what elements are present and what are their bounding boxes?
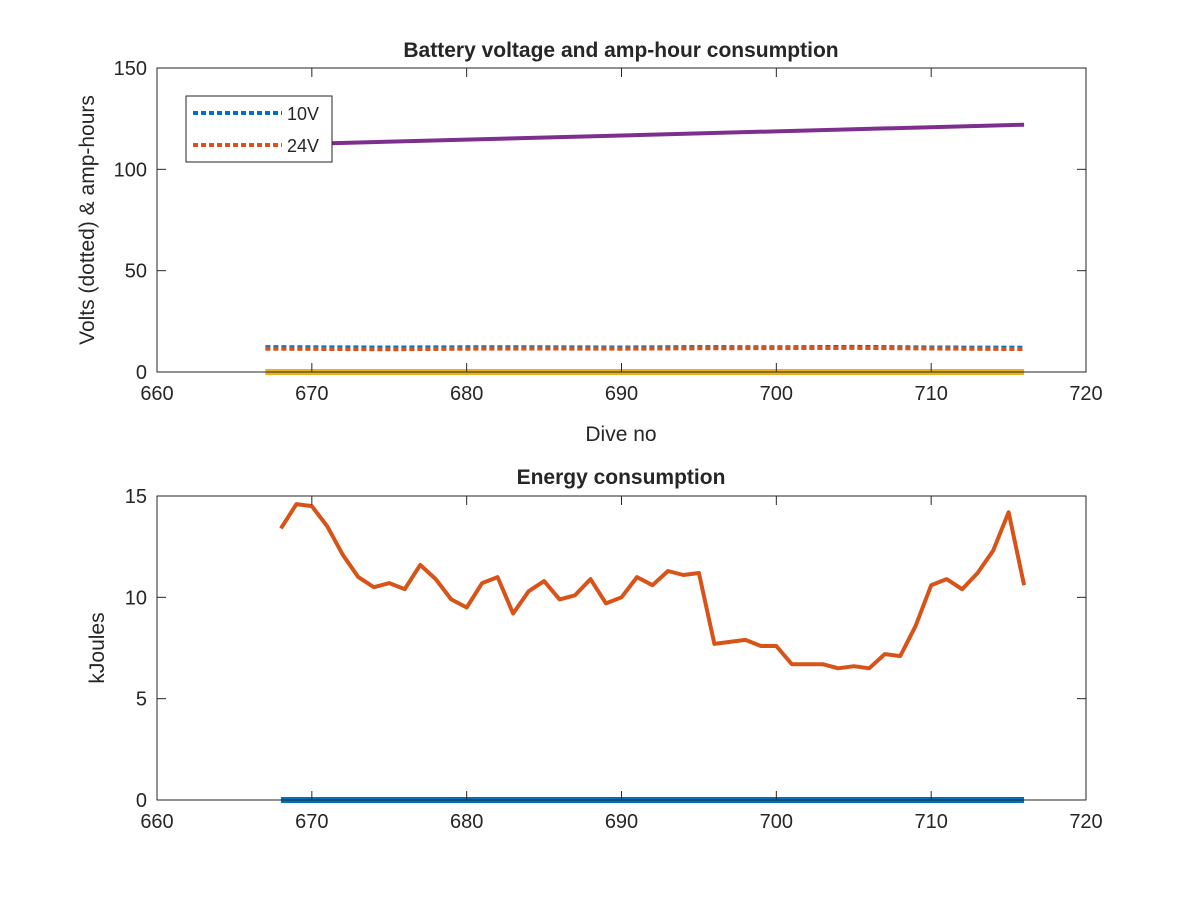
energy-consumption-plot: 660 670 680 690 700 710 720 0 5 10 15 Energy consu… <box>86 466 1103 833</box>
x-tick-label: 660 <box>140 811 173 833</box>
x-tick-label: 710 <box>914 383 947 405</box>
x-tick-label: 700 <box>760 811 793 833</box>
chart-title: Battery voltage and amp-hour consumption <box>403 39 838 62</box>
y-tick-label: 15 <box>125 486 147 508</box>
series-line-24v <box>265 345 1025 352</box>
legend-box <box>185 95 333 163</box>
plot-frame <box>156 495 1087 801</box>
legend: 10V 24V <box>185 95 333 163</box>
y-tick-label: 150 <box>114 58 147 80</box>
chart-title: Energy consumption <box>517 466 726 489</box>
y-tick-label: 0 <box>136 790 147 812</box>
x-tick-label: 660 <box>140 383 173 405</box>
x-tick-label: 680 <box>450 811 483 833</box>
y-tick-label: 0 <box>136 362 147 384</box>
series-line-1-0 <box>279 502 1027 671</box>
x-tick-label: 670 <box>295 383 328 405</box>
x-tick-label: 690 <box>605 811 638 833</box>
y-axis-label: Volts (dotted) & amp-hours <box>76 95 99 345</box>
x-tick-label: 710 <box>914 811 947 833</box>
x-tick-label: 670 <box>295 811 328 833</box>
y-tick-label: 5 <box>136 689 147 711</box>
x-tick-label: 700 <box>760 383 793 405</box>
series-line-0-2 <box>265 122 1025 147</box>
legend-label-10v: 10V <box>287 104 319 124</box>
y-tick-label: 50 <box>125 261 147 283</box>
x-tick-label: 690 <box>605 383 638 405</box>
x-axis-label: Dive no <box>585 423 656 446</box>
y-tick-label: 100 <box>114 159 147 181</box>
x-tick-label: 720 <box>1069 383 1102 405</box>
y-tick-label: 10 <box>125 587 147 609</box>
voltage-amp-hour-plot: 660 670 680 690 700 710 720 0 50 100 150 Battery v… <box>76 39 1103 446</box>
legend-label-24v: 24V <box>287 136 319 156</box>
x-tick-label: 680 <box>450 383 483 405</box>
x-tick-label: 720 <box>1069 811 1102 833</box>
plot-frame <box>156 67 1087 373</box>
y-axis-label: kJoules <box>86 612 109 683</box>
